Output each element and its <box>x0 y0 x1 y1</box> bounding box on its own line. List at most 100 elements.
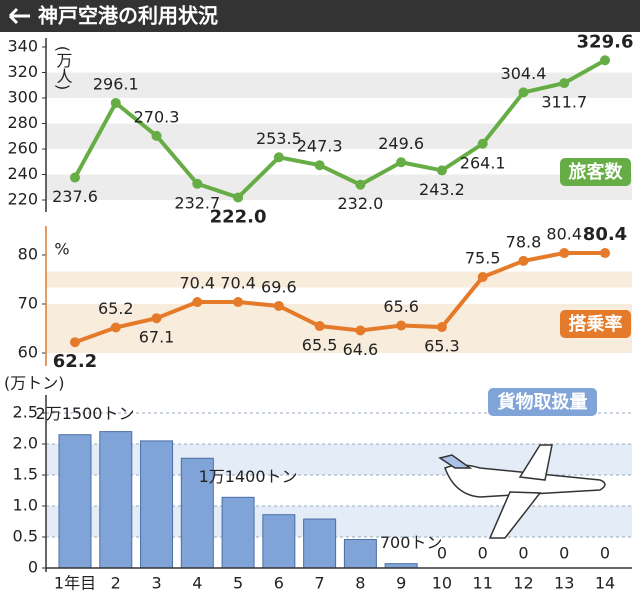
bar <box>303 518 337 569</box>
bar <box>262 514 296 569</box>
point <box>477 272 488 283</box>
point <box>600 248 611 259</box>
line <box>74 251 606 345</box>
x-tick-label: 1年目 <box>54 574 96 593</box>
point <box>233 192 244 203</box>
data-label: 0 <box>478 544 488 563</box>
data-label: 243.2 <box>419 180 465 199</box>
y-tick-label: 60 <box>18 343 38 362</box>
data-label: 80.4 <box>546 225 582 244</box>
data-label: 237.6 <box>52 187 98 206</box>
grid-band <box>46 506 632 537</box>
series-label-box <box>560 158 631 186</box>
point <box>396 320 407 331</box>
point <box>559 248 570 259</box>
data-label: 65.3 <box>424 337 460 356</box>
grid-band <box>46 72 632 98</box>
series-label: 搭乗率 <box>569 313 623 335</box>
point <box>273 300 284 311</box>
data-label: 62.2 <box>53 351 97 372</box>
y-tick-label: 240 <box>7 164 38 183</box>
data-label: 253.5 <box>256 129 302 148</box>
data-label: 232.0 <box>337 194 383 213</box>
data-label: 75.5 <box>465 249 501 268</box>
series-label: 旅客数 <box>569 161 624 183</box>
point <box>151 130 162 141</box>
x-tick-label: 2 <box>111 574 121 593</box>
data-label: 65.6 <box>383 297 419 316</box>
point <box>396 157 407 168</box>
series-label: 貨物取扱量 <box>498 391 588 413</box>
data-label: 65.2 <box>98 299 134 318</box>
point <box>314 321 325 332</box>
series-label-box <box>560 310 631 338</box>
line <box>73 58 606 200</box>
point <box>70 337 80 348</box>
y-tick-label: 80 <box>18 245 38 264</box>
x-tick-label: 9 <box>396 574 406 593</box>
axis-label: (万人) <box>54 46 73 90</box>
point <box>436 165 447 176</box>
axis-label: (万トン) <box>4 374 65 393</box>
data-label: 311.7 <box>541 93 587 112</box>
x-tick-label: 10 <box>432 574 452 593</box>
data-label: 270.3 <box>134 107 180 126</box>
x-tick-label: 14 <box>595 574 615 593</box>
data-label: 249.6 <box>378 134 424 153</box>
data-label: 247.3 <box>297 137 343 156</box>
point <box>192 178 203 189</box>
point <box>273 152 284 163</box>
y-tick-label: 300 <box>7 88 38 107</box>
point <box>436 322 447 333</box>
point <box>518 87 529 98</box>
data-label: 222.0 <box>210 206 267 227</box>
y-tick-label: 0.5 <box>13 527 38 546</box>
point <box>355 325 366 336</box>
y-tick-label: 1.5 <box>13 465 38 484</box>
data-label: 296.1 <box>93 74 139 93</box>
x-tick-label: 6 <box>274 574 284 593</box>
data-label: 64.6 <box>343 340 379 359</box>
bar <box>221 496 255 569</box>
x-tick-label: 3 <box>151 574 161 593</box>
point <box>559 78 570 89</box>
x-tick-label: 13 <box>554 574 574 593</box>
y-tick-label: 260 <box>7 139 38 158</box>
y-tick-label: 1.0 <box>13 496 38 515</box>
data-label: 0 <box>518 544 528 563</box>
point <box>355 179 366 190</box>
bar <box>140 440 174 569</box>
point <box>110 322 121 333</box>
airplane <box>438 444 606 539</box>
data-label: 1万1400トン <box>199 467 298 486</box>
data-label: 69.6 <box>261 277 297 296</box>
y-tick-label: 320 <box>7 62 38 81</box>
chart-title: 神戸空港の利用状況 <box>38 4 218 28</box>
bar <box>58 434 92 569</box>
grid-band <box>46 271 632 288</box>
data-label: 304.4 <box>501 64 547 83</box>
x-tick-label: 11 <box>473 574 493 593</box>
data-label: 329.6 <box>577 31 634 52</box>
bar <box>343 538 377 569</box>
data-label: 70.4 <box>179 274 215 293</box>
y-tick-label: 340 <box>7 37 38 56</box>
point <box>314 160 325 171</box>
y-tick-label: 2.5 <box>13 403 38 422</box>
y-tick-label: 280 <box>7 113 38 132</box>
point <box>110 97 121 108</box>
title-icon <box>8 7 30 25</box>
y-tick-label: 0 <box>28 558 38 577</box>
data-label: 2万1500トン <box>36 404 135 423</box>
data-label: 70.4 <box>220 274 256 293</box>
data-label: 78.8 <box>506 232 542 251</box>
point <box>477 138 488 149</box>
x-tick-label: 4 <box>192 574 202 593</box>
title-bar <box>0 0 640 32</box>
point <box>70 172 80 183</box>
data-label: 264.1 <box>460 153 506 172</box>
point <box>233 297 244 308</box>
point <box>192 297 203 308</box>
point <box>600 55 611 66</box>
